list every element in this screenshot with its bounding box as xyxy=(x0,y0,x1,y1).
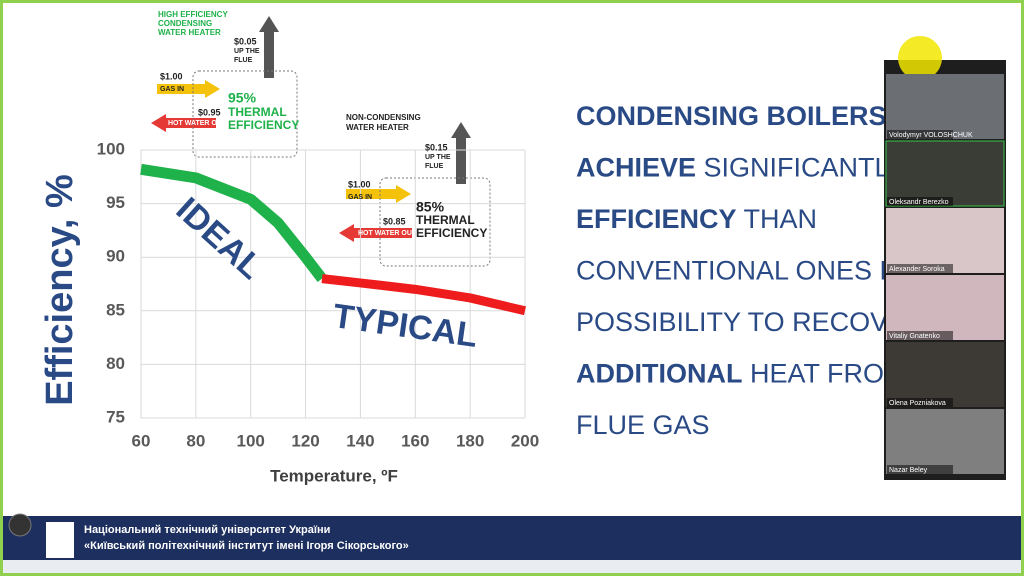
annotation: 95% xyxy=(228,90,257,106)
y-tick-label: 90 xyxy=(106,247,125,266)
name-tag-bg xyxy=(887,264,953,273)
annotation: $0.95 xyxy=(198,107,221,117)
annotation: HOT WATER OUT xyxy=(168,120,227,127)
participant-name: Alexander Soroka xyxy=(889,266,945,273)
cursor-highlight xyxy=(898,36,942,80)
annotation: HIGH EFFICIENCY xyxy=(158,10,228,19)
video-tile[interactable] xyxy=(886,74,1004,139)
annotation: $1.00 xyxy=(160,71,183,81)
text-segment: POSSIBILITY TO RECOVE xyxy=(576,307,906,337)
slide-text-line: POSSIBILITY TO RECOVE xyxy=(576,307,906,337)
name-tag-bg xyxy=(887,197,953,206)
text-segment: ADDITIONAL xyxy=(576,359,742,389)
participant-name: Oleksandr Berezko xyxy=(889,199,949,206)
pen-button[interactable] xyxy=(8,513,32,537)
slide-text-line: FLUE GAS xyxy=(576,410,710,440)
series-line xyxy=(321,274,527,316)
slide-text-line: ACHIEVE SIGNIFICANTLY xyxy=(576,153,906,183)
text-segment: ACHIEVE xyxy=(576,153,696,183)
name-tag-bg xyxy=(887,130,953,139)
video-tile[interactable] xyxy=(886,409,1004,474)
x-tick-label: 80 xyxy=(186,431,205,450)
annotation: $1.00 xyxy=(348,179,371,189)
annotation: FLUE xyxy=(425,163,444,170)
participant-name: Olena Pozniakova xyxy=(889,400,946,407)
annotation: $0.05 xyxy=(234,36,257,46)
annotation: GAS IN xyxy=(348,194,372,201)
text-segment: CONDENSING BOILERS C xyxy=(576,101,914,131)
name-tag-bg xyxy=(887,331,953,340)
annotation: $0.15 xyxy=(425,142,448,152)
x-tick-label: 60 xyxy=(132,431,151,450)
annotation: $0.85 xyxy=(383,216,406,226)
slide-text-line: CONVENTIONAL ONES D xyxy=(576,256,899,286)
annotation: 85% xyxy=(416,199,445,215)
annotation: HOT WATER OUT xyxy=(358,230,417,237)
video-tile[interactable] xyxy=(886,208,1004,273)
series-line xyxy=(140,163,327,282)
y-tick-label: 95 xyxy=(106,193,125,212)
x-tick-label: 100 xyxy=(237,431,265,450)
participant-name: Volodymyr VOLOSHCHUK xyxy=(889,132,973,139)
slide-text-line: ADDITIONAL HEAT FROM xyxy=(576,359,907,389)
annotation: CONDENSING xyxy=(158,19,212,28)
annotation: FLUE xyxy=(234,57,253,64)
annotation: THERMAL xyxy=(228,105,287,119)
footer-line: «Київський політехнічний інститут імені … xyxy=(84,540,409,552)
participant-name: Vitaliy Gnatenko xyxy=(889,333,940,340)
diagram-arrows xyxy=(151,16,491,267)
y-tick-label: 80 xyxy=(106,354,125,373)
y-axis-label: Efficiency, % xyxy=(39,174,81,406)
video-tile[interactable] xyxy=(886,275,1004,340)
text-segment: EFFICIENCY xyxy=(576,204,737,234)
y-tick-label: 75 xyxy=(106,407,125,426)
x-tick-label: 200 xyxy=(511,431,539,450)
x-tick-label: 180 xyxy=(456,431,484,450)
name-tag-bg xyxy=(887,398,953,407)
toolbar xyxy=(3,560,1021,573)
text-segment: HEAT FROM xyxy=(742,359,906,389)
x-tick-label: 160 xyxy=(401,431,429,450)
university-logo xyxy=(46,522,74,558)
video-tile[interactable] xyxy=(885,140,1005,207)
annotation: WATER HEATER xyxy=(346,123,409,132)
participant-name: Nazar Beley xyxy=(889,467,928,474)
annotation: EFFICIENCY xyxy=(416,226,487,240)
annotation: THERMAL xyxy=(416,213,475,227)
slide-text-line: EFFICIENCY THAN xyxy=(576,204,817,234)
name-tag-bg xyxy=(887,465,953,474)
text-segment: THAN xyxy=(737,204,818,234)
x-axis-label: Temperature, ºF xyxy=(270,466,398,485)
y-tick-label: 85 xyxy=(106,300,125,319)
video-tile[interactable] xyxy=(886,342,1004,407)
x-tick-label: 120 xyxy=(291,431,319,450)
text-segment: CONVENTIONAL ONES D xyxy=(576,256,899,286)
x-tick-label: 140 xyxy=(346,431,374,450)
annotation: UP THE xyxy=(425,154,451,161)
annotation: NON-CONDENSING xyxy=(346,113,421,122)
text-segment: SIGNIFICANTLY xyxy=(696,153,906,183)
annotation: UP THE xyxy=(234,48,260,55)
annotation: WATER HEATER xyxy=(158,28,221,37)
annotation: EFFICIENCY xyxy=(228,118,299,132)
slide-text-line: CONDENSING BOILERS C xyxy=(576,101,914,131)
footer-band xyxy=(3,516,1021,560)
y-tick-label: 100 xyxy=(97,139,125,158)
text-segment: FLUE GAS xyxy=(576,410,710,440)
annotation: GAS IN xyxy=(160,86,184,93)
footer-line: Національний технічний університет Украї… xyxy=(84,524,330,536)
